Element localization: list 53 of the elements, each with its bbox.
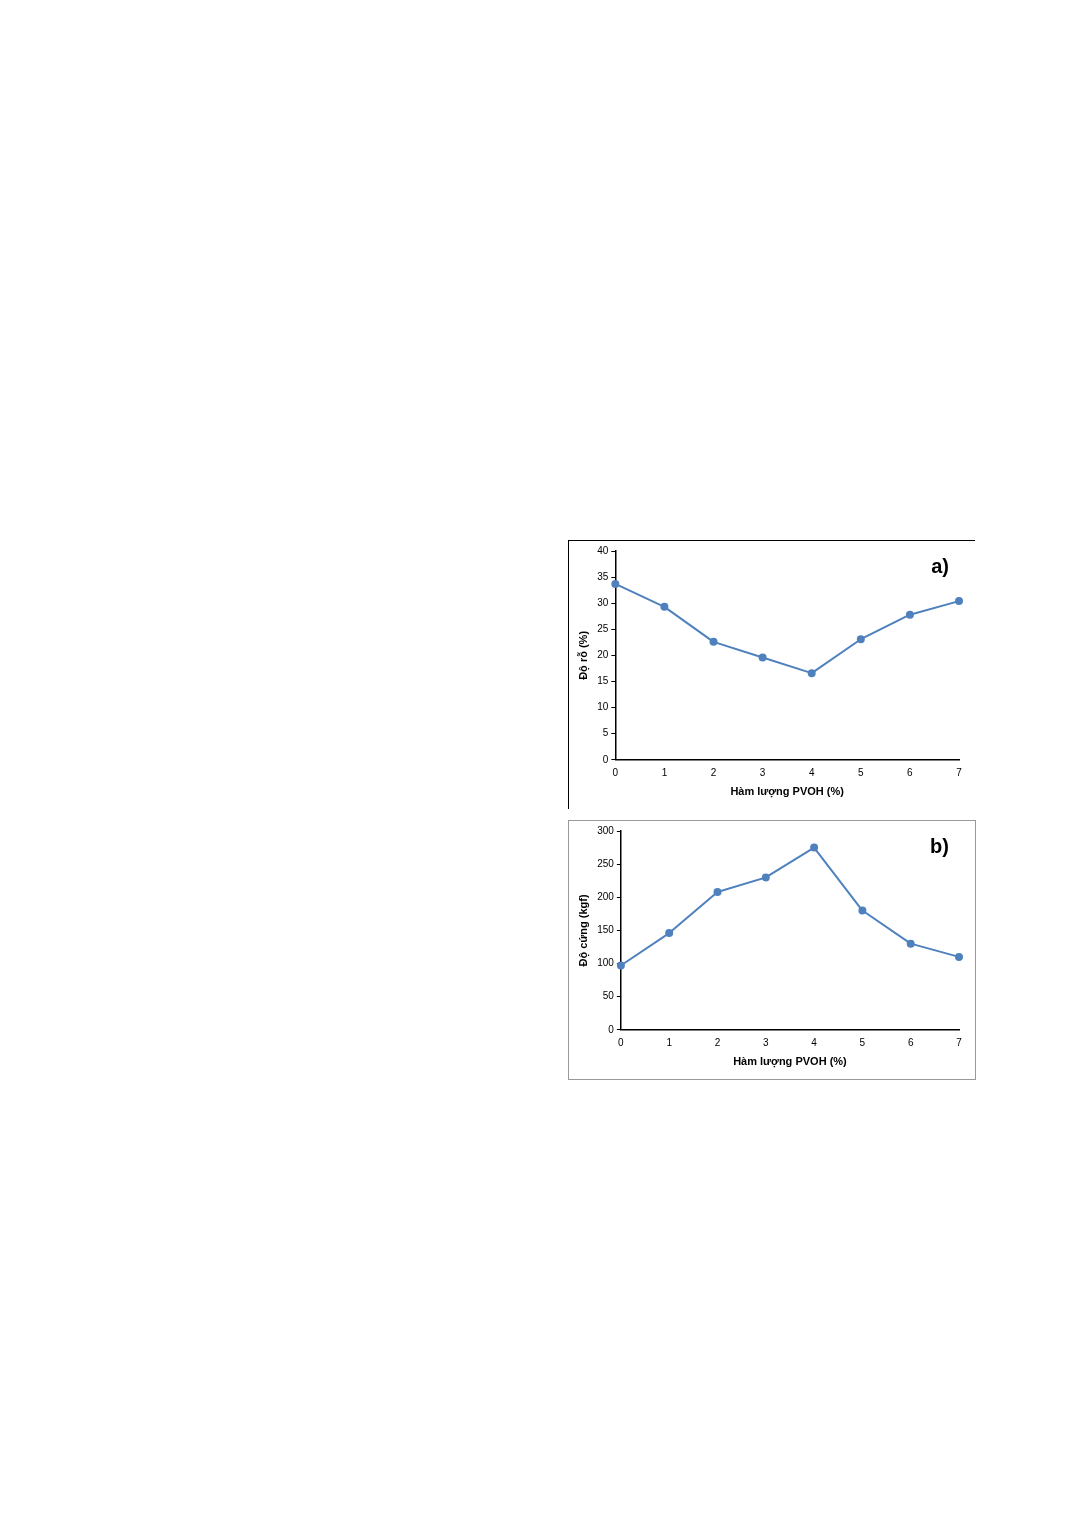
x-tick-label: 4 [811, 1036, 818, 1048]
y-tick-label: 100 [597, 957, 615, 969]
x-tick-label: 2 [710, 766, 717, 778]
point [660, 602, 669, 611]
y-tick-label: 5 [602, 727, 609, 739]
point [761, 873, 770, 882]
point [665, 929, 674, 938]
y-axis-title: Độ rỗ (%) [576, 630, 590, 680]
x-tick-label: 0 [618, 1036, 625, 1048]
y-tick-label: 0 [602, 753, 609, 765]
x-tick-label: 5 [858, 766, 865, 778]
y-tick-label: 40 [597, 544, 609, 556]
y-tick-label: 35 [597, 570, 609, 582]
annotation: b) [930, 834, 949, 857]
x-tick-label: 3 [759, 766, 766, 778]
y-axis-title: Độ cứng (kgf) [576, 894, 590, 967]
x-tick-label: 3 [763, 1036, 770, 1048]
y-tick-label: 15 [597, 675, 609, 687]
y-tick-label: 20 [597, 649, 609, 661]
y-tick-label: 50 [602, 990, 615, 1002]
y-tick-label: 0 [608, 1023, 615, 1035]
point [807, 669, 816, 678]
point [955, 952, 963, 961]
x-tick-label: 7 [956, 766, 963, 778]
point [611, 579, 620, 588]
x-tick-label: 6 [907, 766, 914, 778]
y-tick-label: 300 [597, 824, 615, 836]
point [955, 597, 963, 606]
point [616, 961, 625, 970]
x-tick-label: 6 [907, 1036, 914, 1048]
point [906, 939, 915, 948]
point [858, 906, 867, 915]
y-tick-label: 10 [597, 701, 609, 713]
x-tick-label: 2 [714, 1036, 721, 1048]
point [758, 653, 767, 662]
point [856, 635, 865, 644]
x-tick-label: 5 [859, 1036, 866, 1048]
point [810, 843, 819, 852]
x-axis-title: Hàm lượng PVOH (%) [733, 1055, 848, 1069]
point [905, 610, 914, 619]
x-tick-label: 1 [666, 1036, 673, 1048]
point [709, 637, 718, 646]
y-tick-label: 250 [597, 857, 615, 869]
x-tick-label: 7 [956, 1036, 963, 1048]
x-tick-label: 4 [808, 766, 815, 778]
point [713, 887, 722, 896]
y-tick-label: 25 [597, 623, 609, 635]
x-axis-title: Hàm lượng PVOH (%) [730, 785, 845, 799]
y-tick-label: 30 [597, 596, 609, 608]
annotation: a) [931, 554, 949, 577]
x-tick-label: 1 [661, 766, 668, 778]
y-tick-label: 200 [597, 891, 615, 903]
y-tick-label: 150 [597, 924, 615, 936]
